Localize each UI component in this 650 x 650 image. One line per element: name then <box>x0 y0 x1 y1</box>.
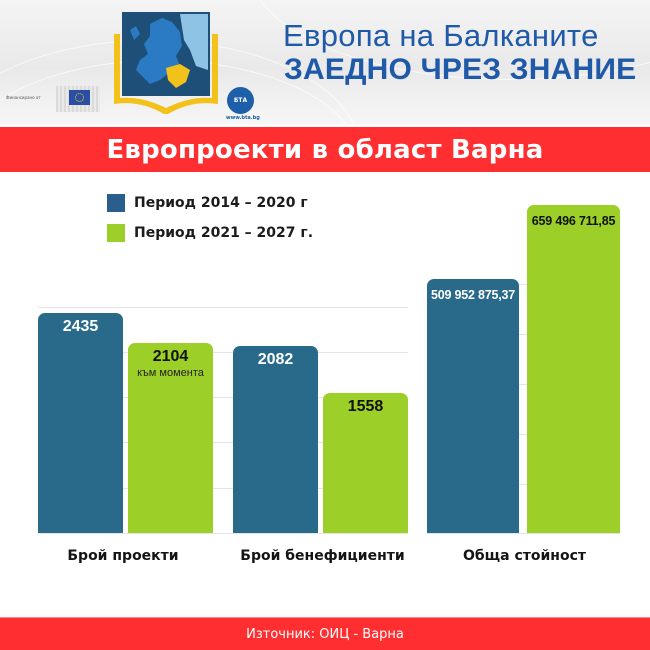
bta-logo-text: БТА <box>233 97 248 104</box>
bta-url: www.bta.bg <box>226 115 260 121</box>
gridline <box>38 307 408 308</box>
bar-value-label: 2082 <box>257 351 294 368</box>
footer-divider <box>0 617 650 618</box>
bar-value-label: 2435 <box>62 318 99 335</box>
gridline <box>38 397 408 398</box>
bar-value-2021-2027: 659 496 711,85 <box>527 205 620 533</box>
category-label-beneficiaries: Брой бенефициенти <box>240 548 405 564</box>
bar-value-label: 2104 <box>152 348 189 365</box>
bar-value-label: 1558 <box>347 398 384 415</box>
legend-label: Период 2021 – 2027 г. <box>134 225 314 241</box>
bar-beneficiaries-2021-2027: 1558 <box>323 393 408 533</box>
legend-swatch-blue <box>107 194 125 212</box>
open-book-europe-map-logo <box>114 12 218 114</box>
gridline <box>38 352 408 353</box>
legend-item-2021-2027: Период 2021 – 2027 г. <box>107 224 313 242</box>
gridline <box>427 484 620 485</box>
eu-flag-icon <box>69 90 90 105</box>
bta-globe-logo: БТА <box>227 87 254 114</box>
brand-line-2: ЗАЕДНО ЧРЕЗ ЗНАНИЕ <box>284 53 637 86</box>
baseline <box>427 533 620 534</box>
bar-value-2014-2020: 509 952 875,37 <box>427 279 519 533</box>
gridline <box>38 488 408 489</box>
category-label-projects: Брой проекти <box>67 548 179 564</box>
title-band: Европроекти в област Варна <box>0 127 650 172</box>
brand-line-1: Европа на Балканите <box>283 18 599 53</box>
bar-value-label: 659 496 711,85 <box>531 214 616 228</box>
bar-projects-2021-2027: 2104 към момента <box>128 343 213 533</box>
legend-swatch-green <box>107 224 125 242</box>
bar-value-label: 509 952 875,37 <box>430 288 516 302</box>
bar-note-label: към момента <box>137 367 204 379</box>
page-title: Европроекти в област Варна <box>106 134 544 165</box>
gridline <box>427 284 620 285</box>
header-banner: Финансирано от БТА www.bta.bg Европа на … <box>0 0 650 124</box>
gridline <box>38 442 408 443</box>
source-label: Източник: ОИЦ - Варна <box>246 626 404 642</box>
footer-band: Източник: ОИЦ - Варна <box>0 618 650 650</box>
baseline <box>38 533 408 534</box>
gridline <box>427 334 620 335</box>
category-label-total-value: Обща стойност <box>462 548 587 564</box>
legend-item-2014-2020: Период 2014 – 2020 г <box>107 194 308 212</box>
legend-label: Период 2014 – 2020 г <box>134 195 308 211</box>
bar-beneficiaries-2014-2020: 2082 <box>233 346 318 533</box>
gridline <box>427 434 620 435</box>
bar-projects-2014-2020: 2435 <box>38 313 123 533</box>
funded-by-label: Финансирано от <box>6 95 41 100</box>
gridline <box>427 384 620 385</box>
